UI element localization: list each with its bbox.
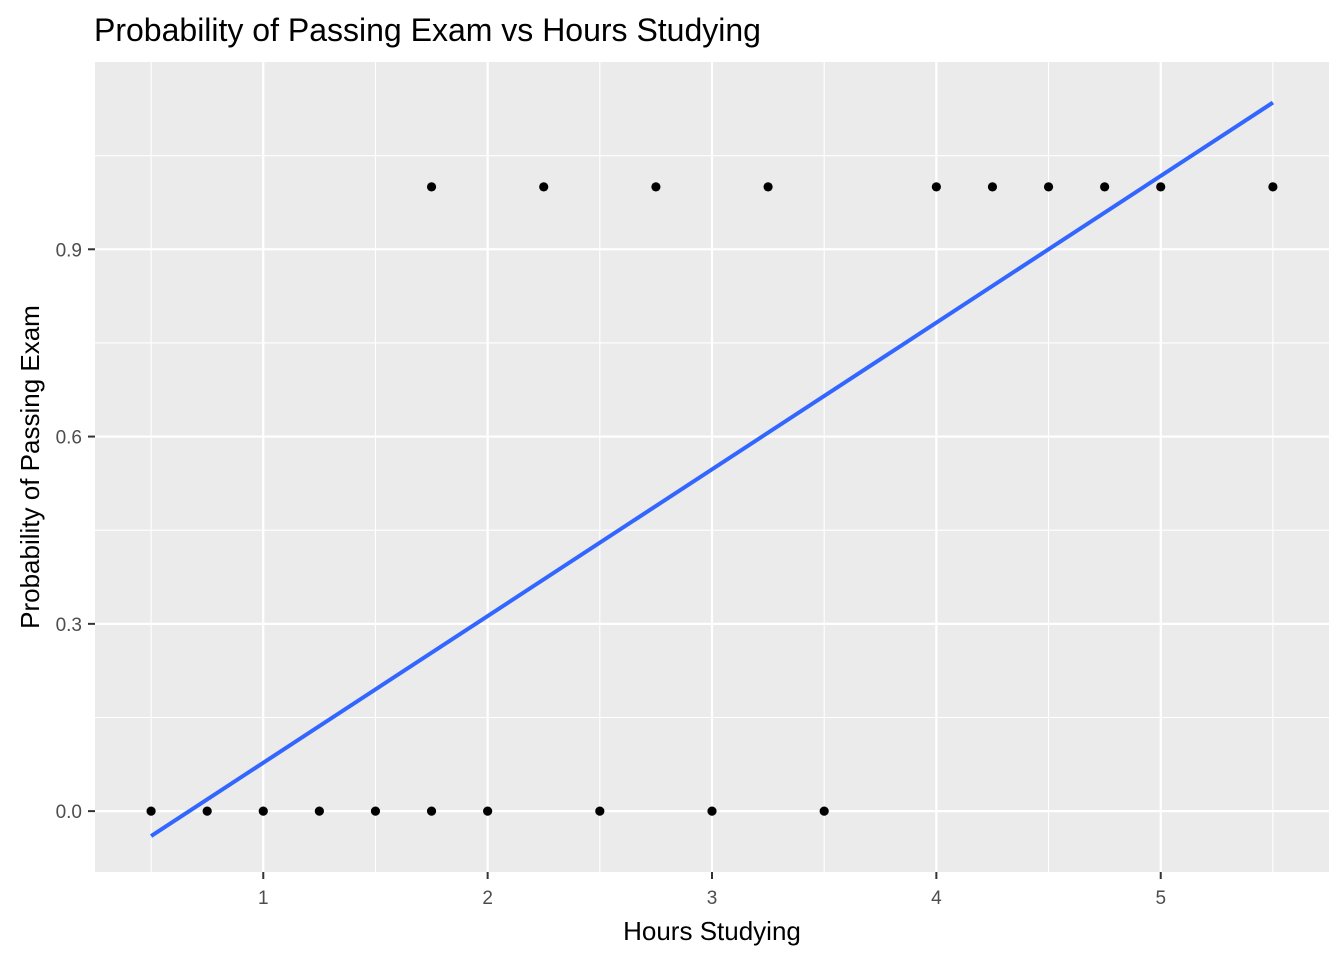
grid bbox=[95, 62, 1329, 872]
data-point bbox=[426, 806, 437, 816]
x-tick-label: 1 bbox=[258, 888, 269, 909]
fit-line-layer bbox=[149, 100, 1275, 838]
data-point bbox=[1156, 182, 1166, 192]
y-tick-label: 0.9 bbox=[56, 240, 82, 261]
data-point bbox=[651, 182, 661, 192]
data-point bbox=[987, 182, 998, 192]
data-point bbox=[202, 806, 212, 816]
data-point bbox=[426, 182, 437, 192]
data-point bbox=[370, 806, 381, 816]
y-axis-label: Probability of Passing Exam bbox=[15, 305, 45, 629]
data-point bbox=[707, 806, 717, 816]
y-tick-label: 0.6 bbox=[56, 428, 82, 449]
chart-title: Probability of Passing Exam vs Hours Stu… bbox=[94, 12, 761, 48]
data-point bbox=[819, 806, 829, 816]
axis-ticks: 1 2 3 4 5 0.0 0.3 0.6 0.9 bbox=[56, 240, 1166, 909]
data-point bbox=[1043, 182, 1054, 192]
data-point bbox=[931, 182, 941, 192]
x-tick-label: 5 bbox=[1155, 888, 1166, 909]
data-point bbox=[314, 806, 324, 816]
data-point bbox=[539, 182, 549, 192]
y-tick-label: 0.0 bbox=[56, 802, 82, 823]
data-point bbox=[595, 806, 605, 816]
points-layer bbox=[146, 182, 1278, 816]
data-point bbox=[1268, 182, 1278, 192]
data-point bbox=[146, 806, 156, 816]
x-axis-label: Hours Studying bbox=[623, 916, 801, 946]
fit-line bbox=[149, 100, 1275, 838]
data-point bbox=[763, 182, 773, 192]
x-tick-label: 4 bbox=[931, 888, 942, 909]
y-tick-label: 0.3 bbox=[56, 615, 82, 636]
x-tick-label: 3 bbox=[707, 888, 718, 909]
data-point bbox=[483, 806, 493, 816]
data-point bbox=[258, 806, 268, 816]
x-tick-label: 2 bbox=[482, 888, 493, 909]
data-point bbox=[1100, 182, 1110, 192]
